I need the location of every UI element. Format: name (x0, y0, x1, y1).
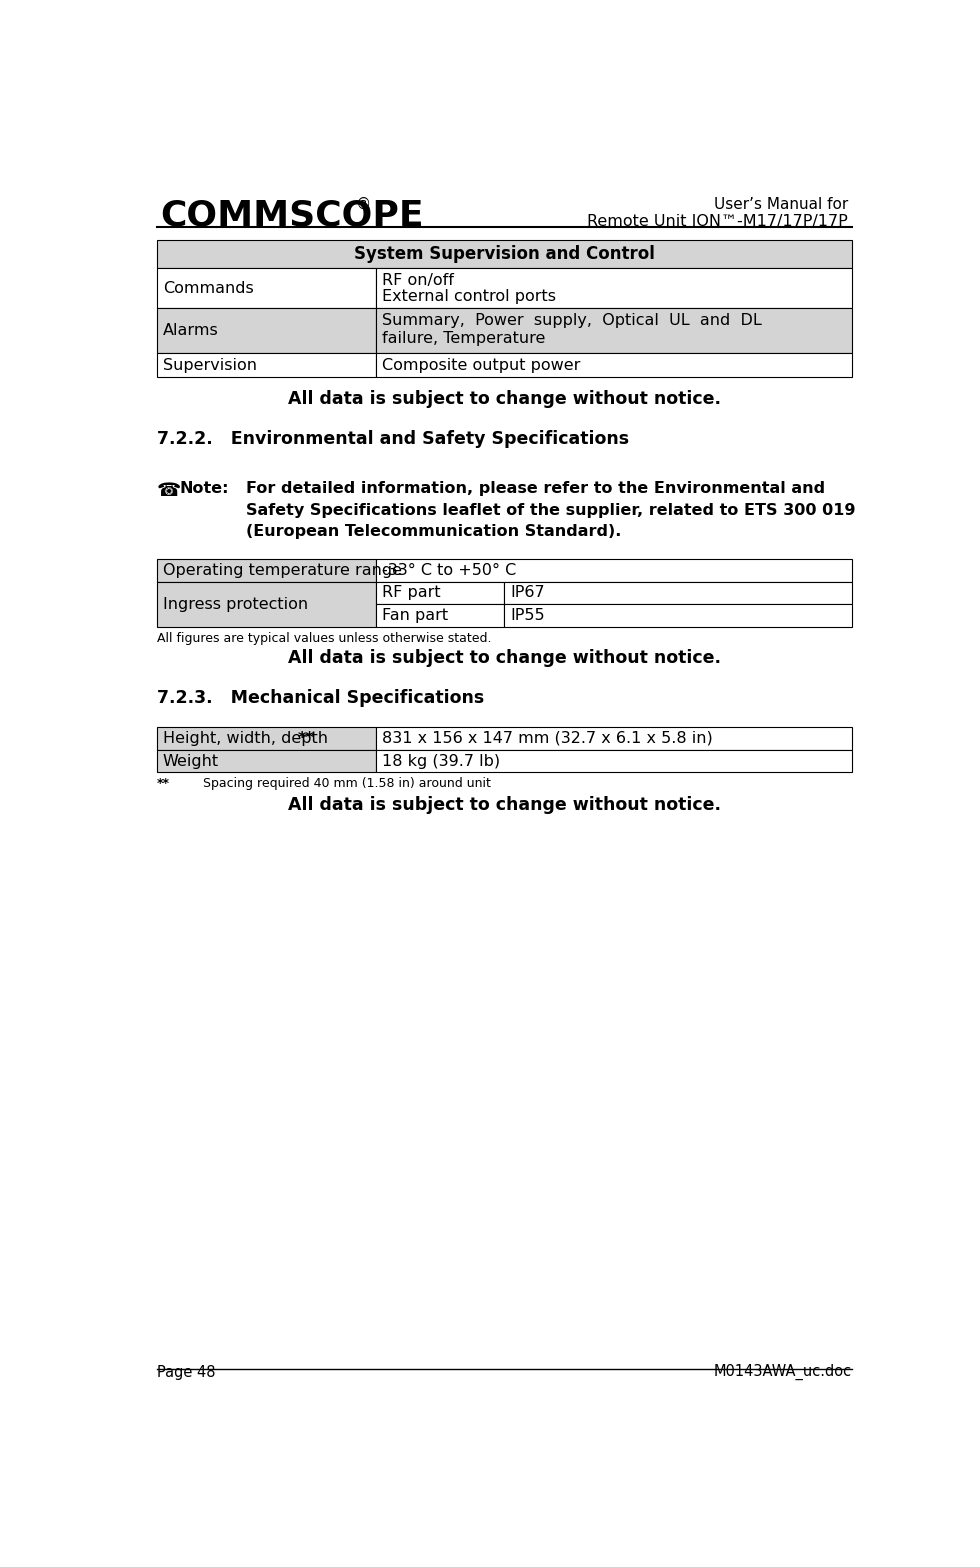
Text: Safety Specifications leaflet of the supplier, related to ETS 300 019: Safety Specifications leaflet of the sup… (246, 503, 856, 517)
Text: **: ** (157, 777, 170, 790)
Text: 18 kg (39.7 lb): 18 kg (39.7 lb) (382, 754, 500, 768)
Bar (157, 581, 375, 627)
Text: Ingress protection: Ingress protection (163, 597, 308, 611)
Text: Summary,  Power  supply,  Optical  UL  and  DL: Summary, Power supply, Optical UL and DL (382, 313, 761, 328)
Text: COMMSCOPE: COMMSCOPE (161, 197, 424, 232)
Text: Spacing required 40 mm (1.58 in) around unit: Spacing required 40 mm (1.58 in) around … (171, 777, 490, 790)
Text: Commands: Commands (163, 280, 254, 296)
Bar (375, 581, 504, 605)
Bar (157, 240, 852, 268)
Text: External control ports: External control ports (382, 288, 556, 304)
Text: IP67: IP67 (511, 586, 545, 600)
Text: Height, width, depth: Height, width, depth (163, 730, 333, 746)
Text: Weight: Weight (163, 754, 219, 768)
Bar (504, 581, 852, 605)
Text: ®: ® (356, 196, 371, 212)
Bar (375, 268, 852, 309)
Text: All figures are typical values unless otherwise stated.: All figures are typical values unless ot… (157, 632, 491, 644)
Bar (375, 309, 852, 353)
Bar (375, 749, 852, 773)
Bar (504, 605, 852, 627)
Bar (375, 727, 852, 749)
Text: M0143AWA_uc.doc: M0143AWA_uc.doc (713, 1363, 852, 1381)
Bar (157, 353, 375, 378)
Bar (157, 268, 375, 309)
Text: Operating temperature range: Operating temperature range (163, 563, 402, 578)
Text: All data is subject to change without notice.: All data is subject to change without no… (288, 796, 720, 813)
Bar (157, 309, 375, 353)
Text: Supervision: Supervision (163, 357, 257, 373)
Text: Fan part: Fan part (382, 608, 448, 624)
Text: Composite output power: Composite output power (382, 357, 580, 373)
Text: 7.2.3.   Mechanical Specifications: 7.2.3. Mechanical Specifications (157, 689, 484, 707)
Text: Alarms: Alarms (163, 323, 219, 338)
Text: System Supervision and Control: System Supervision and Control (354, 246, 655, 263)
Text: -33° C to +50° C: -33° C to +50° C (382, 563, 516, 578)
Text: ☎: ☎ (157, 481, 181, 500)
Text: Page 48: Page 48 (157, 1365, 215, 1381)
Bar (375, 605, 504, 627)
Text: Note:: Note: (180, 481, 229, 497)
Text: RF part: RF part (382, 586, 440, 600)
Text: RF on/off: RF on/off (382, 273, 454, 288)
Text: failure, Temperature: failure, Temperature (382, 331, 545, 346)
Bar (375, 353, 852, 378)
Text: All data is subject to change without notice.: All data is subject to change without no… (288, 649, 720, 666)
Text: (European Telecommunication Standard).: (European Telecommunication Standard). (246, 523, 621, 539)
Text: User’s Manual for: User’s Manual for (713, 197, 848, 212)
Bar (157, 559, 375, 581)
Text: 831 x 156 x 147 mm (32.7 x 6.1 x 5.8 in): 831 x 156 x 147 mm (32.7 x 6.1 x 5.8 in) (382, 730, 712, 746)
Text: All data is subject to change without notice.: All data is subject to change without no… (288, 390, 720, 407)
Text: Remote Unit ION™-M17/17P/17P: Remote Unit ION™-M17/17P/17P (587, 215, 848, 229)
Text: For detailed information, please refer to the Environmental and: For detailed information, please refer t… (246, 481, 825, 497)
Text: IP55: IP55 (511, 608, 545, 624)
Bar (375, 559, 852, 581)
Bar (157, 727, 375, 749)
Text: 7.2.2.   Environmental and Safety Specifications: 7.2.2. Environmental and Safety Specific… (157, 429, 629, 448)
Text: **: ** (298, 730, 315, 746)
Bar (157, 749, 375, 773)
